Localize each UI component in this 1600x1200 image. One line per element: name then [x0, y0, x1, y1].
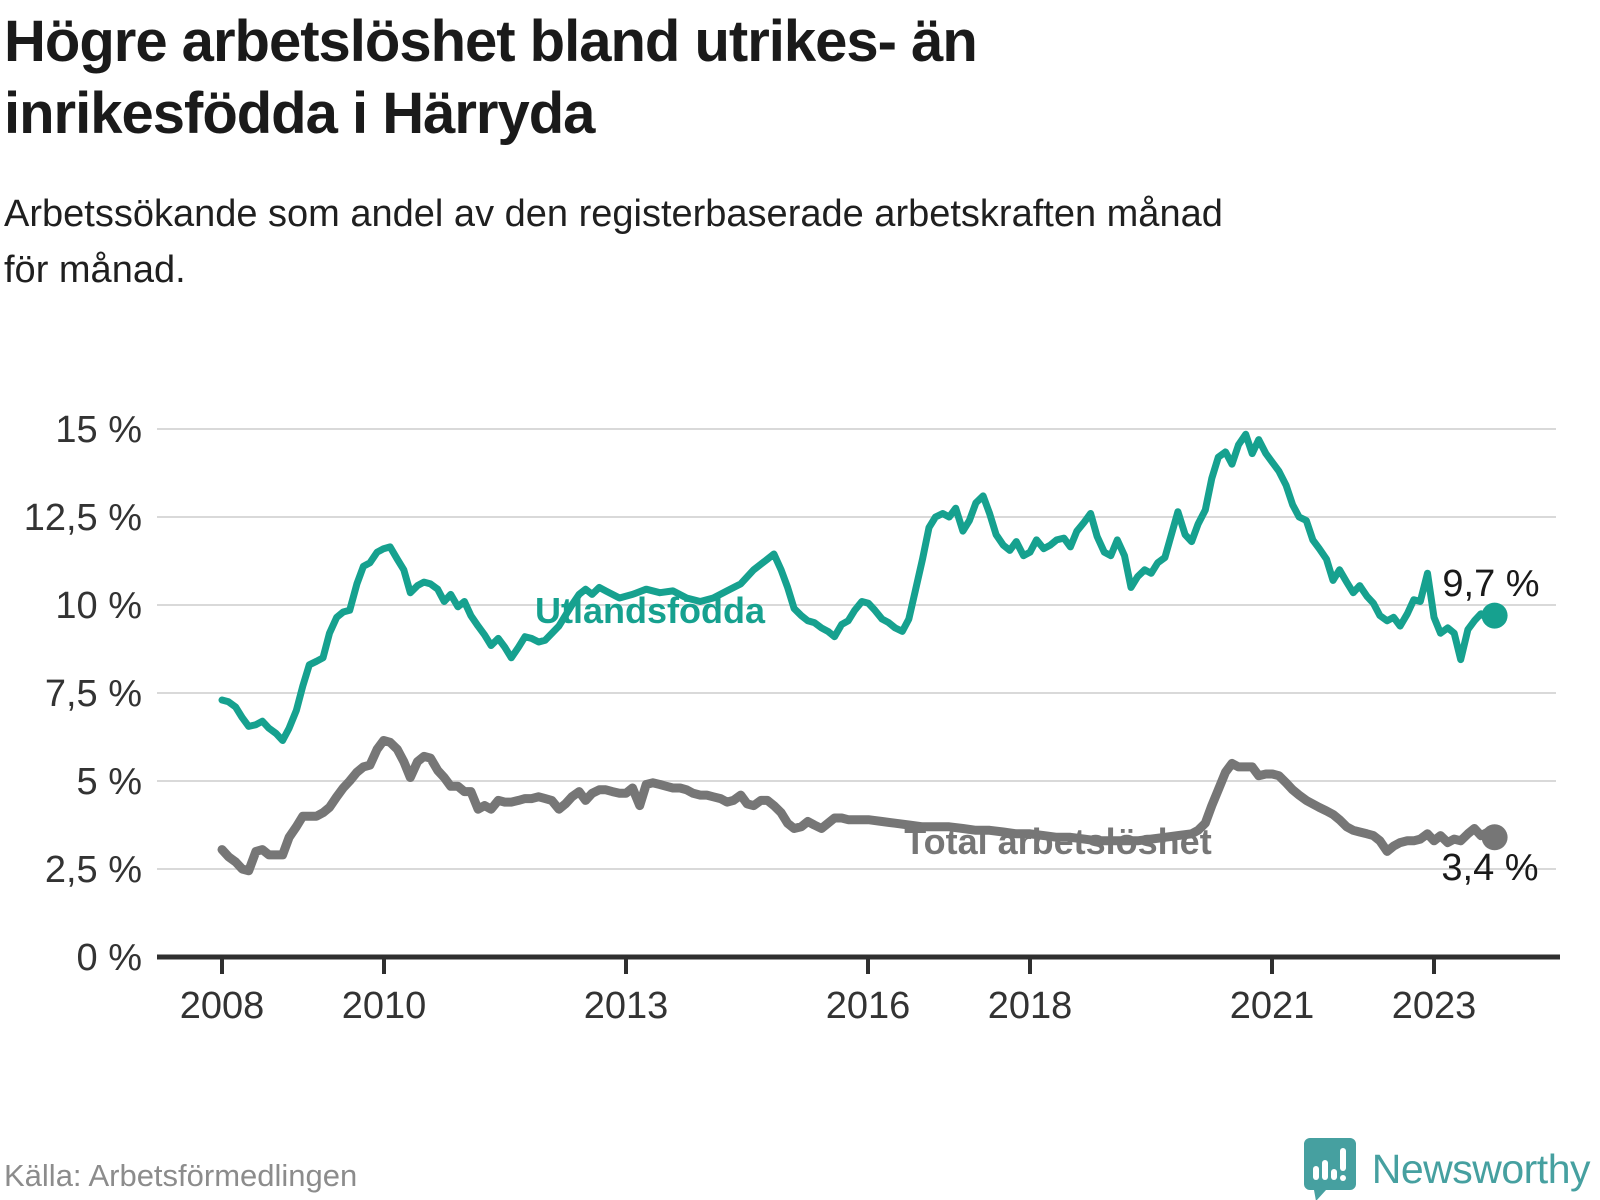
y-axis: 15 % 12,5 % 10 % 7,5 % 5 % 2,5 % 0 % [24, 409, 142, 979]
title-line-2: inrikesfödda i Härryda [4, 81, 595, 146]
page-title: Högre arbetslöshet bland utrikes- än inr… [4, 6, 1564, 150]
x-tick-label: 2016 [826, 985, 911, 1027]
end-dot-utlandsfodda [1481, 602, 1508, 629]
line-utlandsfodda [218, 430, 1499, 744]
source-attribution: Källa: Arbetsförmedlingen [4, 1158, 358, 1193]
newsworthy-logo: Newsworthy [1302, 1136, 1591, 1200]
end-dot-total [1481, 824, 1508, 851]
newsworthy-wordmark: Newsworthy [1371, 1145, 1591, 1192]
title-line-1: Högre arbetslöshet bland utrikes- än [4, 9, 978, 74]
y-tick-label: 15 % [55, 409, 142, 451]
y-tick-label: 10 % [55, 585, 142, 627]
x-tick-label: 2018 [988, 985, 1073, 1027]
x-tick-label: 2023 [1392, 985, 1477, 1027]
y-tick-label: 12,5 % [24, 497, 142, 539]
chart-subtitle: Arbetssökande som andel av den registerb… [4, 186, 1564, 298]
subtitle-line-2: för månad. [4, 249, 186, 291]
end-value-utlandsfodda: 9,7 % [1442, 563, 1539, 605]
x-axis: 2008 2010 2013 2016 2018 2021 2023 [157, 954, 1560, 1027]
gridlines [157, 428, 1556, 870]
subtitle-line-1: Arbetssökande som andel av den registerb… [4, 193, 1223, 235]
y-tick-label: 5 % [77, 761, 142, 803]
x-tick-label: 2021 [1230, 985, 1315, 1027]
x-tick-label: 2010 [342, 985, 427, 1027]
x-tick-label: 2008 [180, 985, 265, 1027]
y-tick-label: 2,5 % [45, 849, 142, 891]
y-tick-label: 0 % [77, 937, 142, 979]
end-value-total: 3,4 % [1441, 847, 1538, 889]
series-label-utlandsfodda: Utlandsfödda [535, 590, 766, 631]
y-tick-label: 7,5 % [45, 673, 142, 715]
series-label-total-arbetsloshet: Total arbetslöshet [904, 821, 1211, 862]
line-total-arbetsloshet [217, 736, 1500, 876]
x-tick-label: 2013 [584, 985, 669, 1027]
newsworthy-logo-icon [1303, 1138, 1356, 1200]
bar-chart-icon [1312, 1148, 1346, 1181]
